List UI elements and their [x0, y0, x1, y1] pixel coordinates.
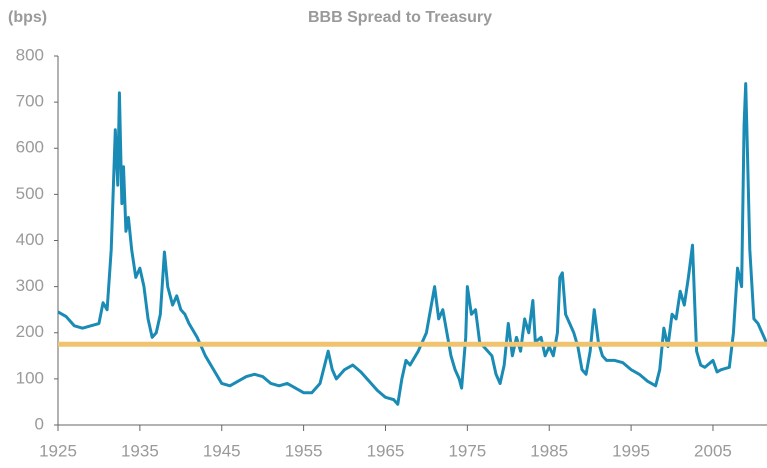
x-tick-label: 1995 — [612, 441, 650, 460]
y-tick-label: 500 — [16, 184, 44, 203]
y-tick-label: 0 — [35, 414, 44, 433]
x-tick-label: 1975 — [448, 441, 486, 460]
data-line — [57, 82, 767, 406]
y-tick-label: 700 — [16, 92, 44, 111]
x-tick-label: 1955 — [285, 441, 323, 460]
y-tick-label: 600 — [16, 138, 44, 157]
x-tick-label: 1965 — [367, 441, 405, 460]
y-axis-label: (bps) — [8, 9, 47, 26]
y-tick-label: 300 — [16, 276, 44, 295]
x-tick-label: 1945 — [203, 441, 241, 460]
x-tick-label: 1935 — [121, 441, 159, 460]
chart-title: BBB Spread to Treasury — [308, 9, 492, 26]
x-tick-label: 1985 — [530, 441, 568, 460]
y-tick-label: 100 — [16, 368, 44, 387]
y-tick-label: 400 — [16, 230, 44, 249]
y-tick-label: 800 — [16, 45, 44, 64]
y-tick-label: 200 — [16, 322, 44, 341]
x-tick-label: 1925 — [39, 441, 77, 460]
x-tick-label: 2005 — [694, 441, 732, 460]
